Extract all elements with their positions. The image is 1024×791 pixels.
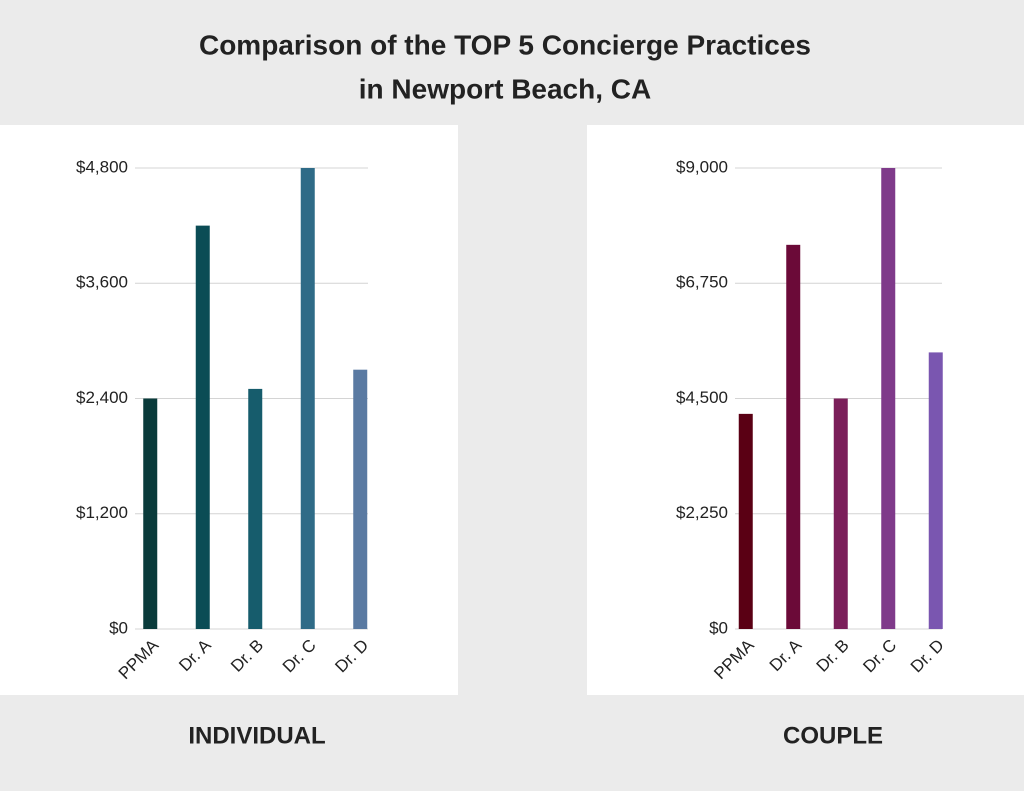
bar [143, 398, 158, 629]
y-tick-label: $1,200 [76, 503, 128, 522]
panel-caption: COUPLE [783, 722, 883, 749]
bar [786, 244, 801, 630]
y-tick-label: $2,250 [676, 503, 728, 522]
bar [248, 388, 263, 629]
bar [738, 413, 753, 629]
y-tick-label: $2,400 [76, 388, 128, 407]
y-tick-label: $4,800 [76, 157, 128, 176]
panel [0, 125, 458, 695]
y-tick-label: $6,750 [676, 273, 728, 292]
y-tick-label: $0 [709, 618, 728, 637]
bar [881, 168, 896, 629]
bar [300, 168, 315, 629]
title: Comparison of the TOP 5 Concierge Practi… [199, 29, 811, 60]
y-tick-label: $4,500 [676, 388, 728, 407]
bar [195, 225, 210, 629]
y-tick-label: $9,000 [676, 157, 728, 176]
y-tick-label: $0 [109, 618, 128, 637]
panel-caption: INDIVIDUAL [188, 722, 325, 749]
y-tick-label: $3,600 [76, 273, 128, 292]
bar [928, 352, 943, 629]
panel [587, 125, 1024, 695]
bar [353, 369, 368, 629]
title: in Newport Beach, CA [359, 73, 651, 104]
bar [833, 398, 848, 629]
